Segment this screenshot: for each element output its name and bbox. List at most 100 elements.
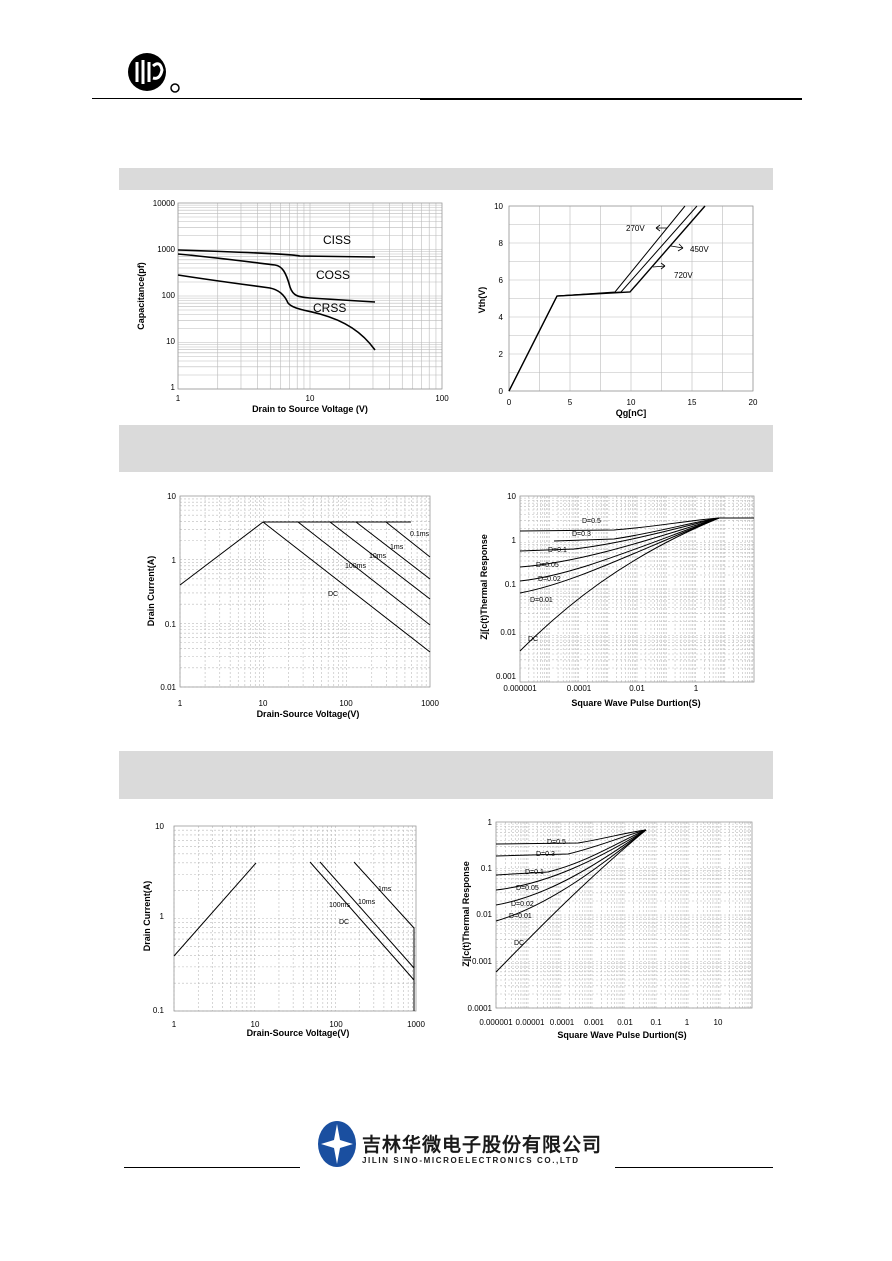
gate-ytick-0: 10 bbox=[494, 202, 503, 211]
crss-label: CRSS bbox=[313, 301, 346, 315]
zth1-ytick-3: 0.01 bbox=[500, 628, 516, 637]
gate-curve-720 bbox=[508, 205, 706, 392]
zth1-ytick-0: 10 bbox=[507, 492, 516, 501]
zth1-ytick-4: 0.001 bbox=[496, 672, 517, 681]
section-band-2 bbox=[119, 425, 773, 472]
cap-xtick-0: 1 bbox=[176, 394, 181, 403]
zth2-xtick-0: 0.000001 bbox=[479, 1018, 513, 1027]
label-720v: 720V bbox=[674, 271, 693, 280]
soa2-1ms-label: 1ms bbox=[378, 886, 392, 893]
zth2-xtick-7: 10 bbox=[714, 1018, 723, 1027]
label-270v: 270V bbox=[626, 224, 645, 233]
gate-xtick-2: 10 bbox=[627, 398, 636, 407]
cap-xlabel: Drain to Source Voltage (V) bbox=[252, 404, 368, 414]
ciss-curve bbox=[177, 249, 376, 258]
zth2-dc: DC bbox=[514, 940, 524, 947]
footer-company-en: JILIN SINO-MICROELECTRONICS CO.,LTD bbox=[362, 1156, 580, 1165]
cap-ytick-4: 1 bbox=[171, 383, 176, 392]
header-rule-left bbox=[92, 98, 420, 99]
soa2-100ms-label: 100ms bbox=[329, 902, 351, 909]
soa2-xlabel: Drain-Source Voltage(V) bbox=[247, 1028, 350, 1038]
soa2-xtick-0: 1 bbox=[172, 1020, 177, 1029]
zth2-d005: D=0.05 bbox=[516, 885, 539, 892]
soa2-ytick-0: 10 bbox=[155, 822, 164, 831]
zth2-ylabel: Zj[c(t)Thermal Response bbox=[461, 861, 471, 967]
cap-ytick-2: 100 bbox=[162, 291, 176, 300]
zth2-xtick-6: 1 bbox=[685, 1018, 690, 1027]
soa1-xtick-2: 100 bbox=[339, 699, 353, 708]
cap-xtick-1: 10 bbox=[306, 394, 315, 403]
soa1-dc-label: DC bbox=[328, 591, 338, 598]
thermal-chart-1: D=0.5 D=0.3 D=0.1 D=0.05 D=0.02 D=0.01 D… bbox=[474, 487, 764, 709]
cap-grid bbox=[177, 203, 442, 390]
soa2-xtick-2: 100 bbox=[329, 1020, 343, 1029]
zth2-ytick-4: 0.0001 bbox=[468, 1004, 493, 1013]
zth1-xtick-0: 0.000001 bbox=[503, 684, 537, 693]
zth1-ytick-1: 1 bbox=[512, 536, 517, 545]
cap-ylabel: Capacitance(pf) bbox=[136, 262, 146, 330]
zth2-xtick-4: 0.01 bbox=[617, 1018, 633, 1027]
header-rule-right bbox=[420, 98, 802, 100]
soa2-1ms bbox=[353, 861, 415, 1011]
soa-chart-1: DC 100ms 10ms 1ms 0.1ms 10 1 0.1 0.01 1 … bbox=[140, 487, 450, 719]
zth2-d002: D=0.02 bbox=[511, 901, 534, 908]
footer-logo bbox=[317, 1120, 357, 1168]
soa1-ytick-1: 1 bbox=[172, 556, 177, 565]
star-emblem-logo-icon bbox=[318, 1121, 356, 1167]
soa1-100ms-label: 100ms bbox=[345, 563, 367, 570]
cap-xtick-2: 100 bbox=[435, 394, 449, 403]
zth2-xtick-2: 0.0001 bbox=[550, 1018, 575, 1027]
gate-ylabel: Vth(V) bbox=[477, 287, 487, 314]
soa2-10ms-label: 10ms bbox=[358, 899, 376, 906]
soa1-ylabel: Drain Current(A) bbox=[146, 556, 156, 627]
zth1-xlabel: Square Wave Pulse Durtion(S) bbox=[571, 698, 700, 708]
coss-label: COSS bbox=[316, 268, 350, 282]
footer-company-cn: 吉林华微电子股份有限公司 bbox=[362, 1134, 603, 1156]
soa1-xlabel: Drain-Source Voltage(V) bbox=[257, 709, 360, 719]
zth2-ytick-0: 1 bbox=[488, 818, 493, 827]
soa2-dc bbox=[309, 861, 415, 981]
soa2-ylabel: Drain Current(A) bbox=[142, 881, 152, 952]
zth1-d005: D=0.05 bbox=[536, 562, 559, 569]
capacitance-chart: CISS COSS CRSS 10000 1000 100 10 1 1 10 … bbox=[130, 192, 460, 414]
gate-xtick-1: 5 bbox=[568, 398, 573, 407]
thermal-chart-2: D=0.5 D=0.3 D=0.1 D=0.05 D=0.02 D=0.01 D… bbox=[458, 814, 768, 1046]
gate-xlabel: Qg[nC] bbox=[616, 408, 647, 418]
section-band-1 bbox=[119, 168, 773, 190]
gate-xtick-0: 0 bbox=[507, 398, 512, 407]
coss-curve bbox=[177, 253, 376, 303]
soa1-10ms-label: 10ms bbox=[369, 553, 387, 560]
zth2-ytick-2: 0.01 bbox=[476, 910, 492, 919]
zth2-d03: D=0.3 bbox=[536, 851, 555, 858]
soa1-01ms-label: 0.1ms bbox=[410, 531, 430, 538]
zth2-xlabel: Square Wave Pulse Durtion(S) bbox=[557, 1030, 686, 1040]
zth2-xtick-3: 0.001 bbox=[584, 1018, 605, 1027]
zth1-ylabel: Zj[c(t)Thermal Response bbox=[479, 534, 489, 640]
gate-xtick-4: 20 bbox=[749, 398, 758, 407]
zth1-d001: D=0.01 bbox=[530, 597, 553, 604]
soa1-ytick-0: 10 bbox=[167, 492, 176, 501]
zth1-d01: D=0.1 bbox=[548, 547, 567, 554]
gate-ytick-2: 6 bbox=[499, 276, 504, 285]
soa2-ytick-1: 1 bbox=[160, 912, 165, 921]
gate-ytick-5: 0 bbox=[499, 387, 504, 396]
gate-ytick-3: 4 bbox=[499, 313, 504, 322]
gate-xtick-3: 15 bbox=[688, 398, 697, 407]
soa1-xtick-0: 1 bbox=[178, 699, 183, 708]
soa2-dc-label: DC bbox=[339, 919, 349, 926]
soa1-100ms bbox=[297, 521, 431, 626]
company-monogram-logo-icon bbox=[128, 53, 180, 93]
soa1-01ms bbox=[385, 521, 431, 558]
soa1-10ms bbox=[329, 521, 431, 600]
zth2-d01: D=0.1 bbox=[525, 869, 544, 876]
zth1-xtick-3: 1 bbox=[694, 684, 699, 693]
zth1-xtick-2: 0.01 bbox=[629, 684, 645, 693]
soa1-ytick-2: 0.1 bbox=[165, 620, 177, 629]
soa-chart-2: DC 100ms 10ms 1ms 10 1 0.1 1 10 100 1000… bbox=[140, 816, 440, 1040]
cap-ytick-1: 1000 bbox=[157, 245, 175, 254]
zth2-xtick-5: 0.1 bbox=[650, 1018, 662, 1027]
soa2-ytick-2: 0.1 bbox=[153, 1006, 165, 1015]
footer-rule-left bbox=[124, 1167, 300, 1168]
crss-curve bbox=[177, 274, 376, 351]
cap-ytick-3: 10 bbox=[166, 337, 175, 346]
